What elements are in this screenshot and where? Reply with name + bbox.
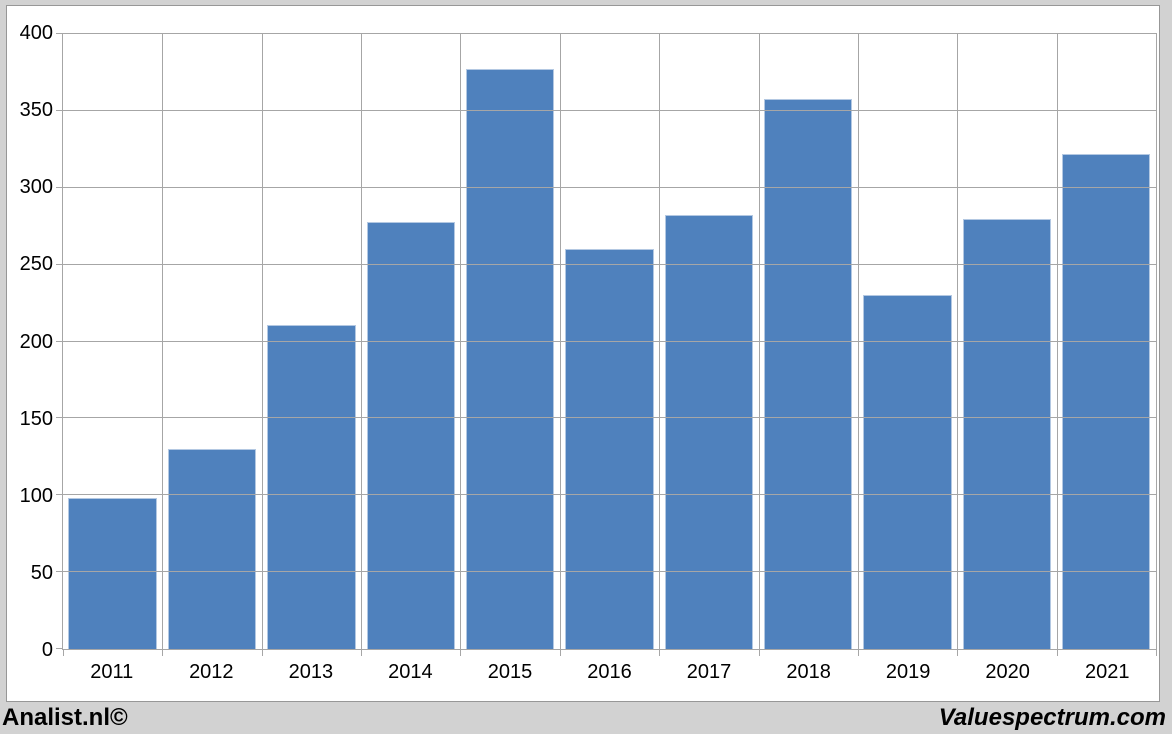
y-axis-label: 150 [19, 407, 53, 430]
x-axis-label: 2015 [487, 661, 533, 683]
gridline-horizontal [63, 571, 1156, 573]
y-axis-tick [56, 571, 63, 573]
gridline-vertical [1056, 34, 1058, 649]
y-axis-label: 300 [19, 176, 53, 199]
x-axis: 2011 2012 2013 2014 2015 2016 2017 2018 2019 2020… [62, 662, 1157, 688]
gridline-vertical [659, 34, 661, 649]
bar-slot [162, 34, 261, 649]
y-axis-label: 0 [41, 639, 53, 661]
gridline-horizontal [63, 340, 1156, 342]
x-axis-tick [857, 649, 859, 656]
gridline-vertical [361, 34, 363, 649]
gridline-horizontal [63, 494, 1156, 496]
y-axis: 0 50 100 150 200 250 300 350 400 [7, 23, 53, 660]
x-axis-tick [63, 649, 64, 656]
x-axis-label: 2019 [885, 661, 931, 683]
bar-2021 [1062, 153, 1151, 649]
x-axis-tick [957, 649, 959, 656]
bar-slot [63, 34, 162, 649]
bar-slot [460, 34, 559, 649]
x-axis-tick [361, 649, 363, 656]
bar-slot [759, 34, 858, 649]
bar-2018 [763, 98, 853, 649]
bar-series [63, 34, 1156, 649]
x-axis-tick [1056, 649, 1058, 656]
bar-2020 [962, 218, 1052, 649]
y-axis-tick [56, 109, 63, 111]
y-axis-tick [56, 648, 63, 649]
gridline-vertical [857, 34, 859, 649]
x-axis-label: 2017 [686, 661, 732, 683]
y-axis-tick [56, 186, 63, 188]
bar-2011 [68, 498, 157, 649]
bar-2016 [565, 249, 654, 649]
bar-2017 [664, 215, 754, 649]
bar-slot [361, 34, 460, 649]
x-axis-label: 2011 [90, 661, 134, 683]
x-axis-tick [261, 649, 263, 656]
brand-valuespectrum: Valuespectrum.com [938, 704, 1166, 731]
bar-slot [858, 34, 957, 649]
x-axis-tick [162, 649, 164, 656]
y-axis-tick [56, 494, 63, 496]
bar-2012 [167, 449, 257, 649]
y-axis-label: 100 [19, 484, 53, 507]
y-axis-tick [56, 263, 63, 265]
gridline-vertical [957, 34, 959, 649]
y-axis-tick [56, 340, 63, 342]
plot-area [56, 33, 1157, 656]
bar-2013 [267, 324, 356, 649]
x-axis-label: 2013 [288, 661, 334, 683]
gridline-horizontal [63, 109, 1156, 111]
y-axis-tick [56, 33, 63, 34]
gridline-vertical [261, 34, 263, 649]
gridline-vertical [460, 34, 462, 649]
x-axis-tick [1156, 649, 1157, 656]
x-axis-label: 2014 [388, 661, 433, 683]
chart-frame: 0 50 100 150 200 250 300 350 400 2011 2012 2013 201… [6, 5, 1160, 702]
y-axis-label: 400 [19, 22, 53, 44]
bar-slot [262, 34, 361, 649]
x-axis-label: 2021 [1084, 661, 1130, 683]
bar-slot [560, 34, 659, 649]
x-axis-tick [460, 649, 462, 656]
y-axis-tick [56, 417, 63, 419]
y-axis-label: 350 [19, 99, 53, 122]
x-axis-label: 2016 [587, 661, 632, 683]
bar-slot [1057, 34, 1156, 649]
x-axis-label: 2012 [189, 661, 234, 683]
x-axis-tick [758, 649, 760, 656]
y-axis-label: 50 [30, 561, 53, 584]
bar-slot [957, 34, 1056, 649]
y-axis-label: 200 [19, 330, 53, 353]
x-axis-label: 2018 [786, 661, 831, 683]
x-axis-tick [559, 649, 561, 656]
x-axis-tick [659, 649, 661, 656]
footer-bar: Analist.nl© Valuespectrum.com [0, 702, 1172, 734]
bar-slot [659, 34, 758, 649]
bar-2015 [465, 69, 555, 649]
x-axis-label: 2020 [985, 661, 1030, 683]
gridline-vertical [162, 34, 164, 649]
gridline-horizontal [63, 186, 1156, 188]
bar-2014 [366, 221, 455, 649]
gridline-horizontal [63, 417, 1156, 419]
y-axis-label: 250 [19, 253, 53, 276]
gridline-vertical [559, 34, 561, 649]
gridline-vertical [758, 34, 760, 649]
gridline-horizontal [63, 263, 1156, 265]
brand-analist: Analist.nl© [2, 704, 128, 731]
bar-2019 [863, 295, 952, 649]
